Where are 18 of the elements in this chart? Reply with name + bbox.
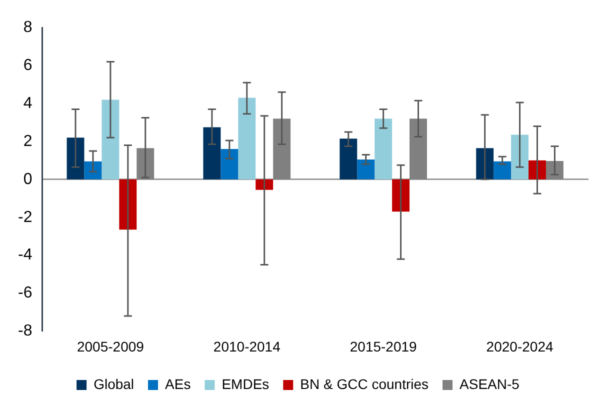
x-tick-label: 2020-2024	[486, 338, 554, 354]
y-tick-label: 4	[23, 94, 32, 112]
x-tick-label: 2010-2014	[213, 338, 281, 354]
y-tick-label: -2	[18, 208, 32, 226]
y-tick-label: -6	[18, 284, 32, 302]
x-tick-label: 2005-2009	[76, 338, 144, 354]
legend-label: ASEAN-5	[460, 376, 520, 392]
legend-label: Global	[94, 376, 134, 392]
y-tick-label: 0	[23, 170, 32, 188]
y-tick-label: -4	[18, 246, 32, 264]
y-tick-label: 8	[23, 19, 32, 36]
legend-label: EMDEs	[222, 376, 270, 392]
legend-label: AEs	[165, 376, 191, 392]
y-tick-label: -8	[18, 322, 32, 340]
legend-label: BN & GCC countries	[300, 376, 429, 392]
x-tick-label: 2015-2019	[350, 338, 418, 354]
y-tick-label: 6	[23, 56, 32, 74]
y-tick-label: 2	[23, 132, 32, 150]
